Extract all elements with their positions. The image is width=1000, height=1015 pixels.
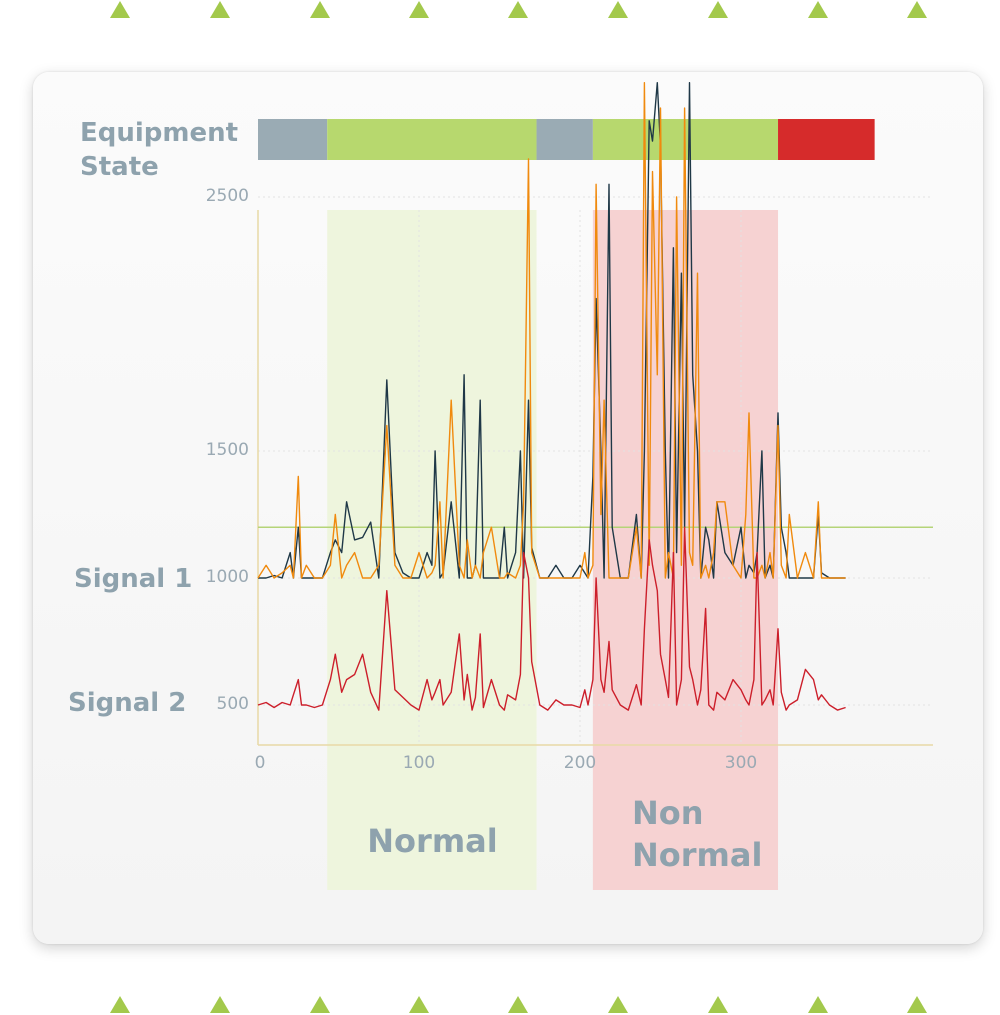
state-segment-normal bbox=[327, 119, 537, 160]
triangle-icon bbox=[210, 996, 230, 1013]
y-tick-label: 1000 bbox=[205, 567, 249, 587]
signal-1-orange-line bbox=[257, 81, 846, 579]
state-segment-alarm bbox=[778, 119, 875, 160]
triangle-icon bbox=[508, 1, 528, 18]
triangle-icon bbox=[310, 996, 330, 1013]
y-tick-label: 1500 bbox=[205, 440, 249, 460]
triangle-icon bbox=[808, 1, 828, 18]
triangle-icon bbox=[310, 1, 330, 18]
triangle-icon bbox=[210, 1, 230, 18]
signal-2-label: Signal 2 bbox=[68, 688, 187, 718]
y-tick-label: 2500 bbox=[205, 186, 249, 206]
triangle-icon bbox=[508, 996, 528, 1013]
state-segment-idle bbox=[536, 119, 593, 160]
x-tick-label: 200 bbox=[563, 753, 597, 773]
normal-zone-label: Normal bbox=[367, 822, 498, 860]
triangle-icon bbox=[708, 996, 728, 1013]
equipment-state-label: Equipment State bbox=[80, 118, 239, 182]
non-normal-zone-label: Non Normal bbox=[632, 794, 763, 874]
triangle-icon bbox=[907, 1, 927, 18]
signal-1-label: Signal 1 bbox=[74, 564, 193, 594]
signal-2-line bbox=[257, 526, 846, 711]
x-tick-label: 0 bbox=[254, 753, 266, 773]
x-tick-label: 300 bbox=[724, 753, 758, 773]
top-triangle-decoration bbox=[0, 0, 1000, 20]
triangle-icon bbox=[708, 1, 728, 18]
triangle-icon bbox=[110, 996, 130, 1013]
triangle-icon bbox=[409, 1, 429, 18]
y-tick-label: 500 bbox=[216, 694, 249, 714]
state-segment-idle bbox=[258, 119, 328, 160]
bottom-triangle-decoration bbox=[0, 995, 1000, 1015]
triangle-icon bbox=[808, 996, 828, 1013]
triangle-icon bbox=[608, 996, 628, 1013]
triangle-icon bbox=[409, 996, 429, 1013]
triangle-icon bbox=[907, 996, 927, 1013]
x-tick-label: 100 bbox=[402, 753, 436, 773]
signal-1-dark-line bbox=[258, 81, 846, 579]
triangle-icon bbox=[110, 1, 130, 18]
triangle-icon bbox=[608, 1, 628, 18]
